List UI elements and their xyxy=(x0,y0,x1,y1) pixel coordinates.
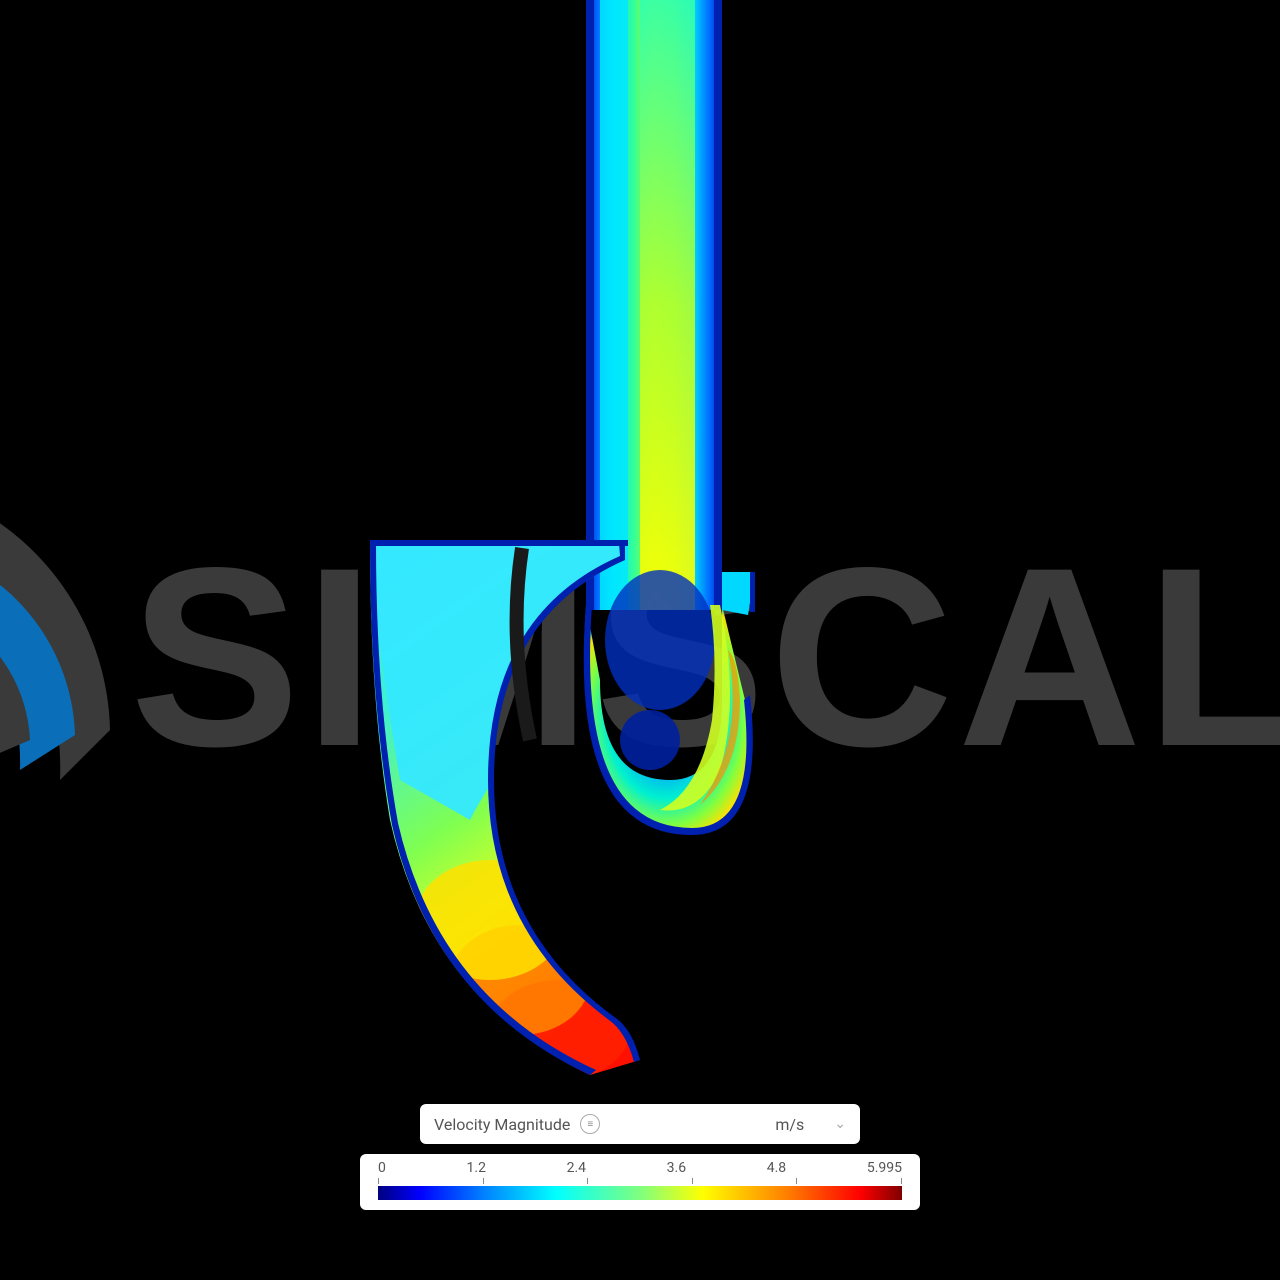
field-label[interactable]: Velocity Magnitude xyxy=(434,1115,570,1134)
legend-controls: Velocity Magnitude ≡ m/s ⌄ xyxy=(420,1104,860,1144)
diffuser-top-edge xyxy=(370,540,628,546)
viewport: SIMSCAL xyxy=(0,0,1280,1280)
chevron-down-icon[interactable]: ⌄ xyxy=(834,1116,846,1132)
outlet-lip-edge xyxy=(750,572,755,612)
inlet-pipe xyxy=(586,0,722,610)
tick-label: 0 xyxy=(378,1160,386,1176)
tick-label: 3.6 xyxy=(667,1160,686,1176)
legend-scale: 0 1.2 2.4 3.6 4.8 5.995 xyxy=(360,1154,920,1210)
tick-label: 1.2 xyxy=(467,1160,486,1176)
colorbar[interactable] xyxy=(378,1186,902,1200)
legend-panel: Velocity Magnitude ≡ m/s ⌄ 0 1.2 2.4 3.6… xyxy=(360,1104,920,1210)
cfd-contour-plot xyxy=(0,0,1280,1280)
menu-icon[interactable]: ≡ xyxy=(580,1114,600,1134)
tick-label: 2.4 xyxy=(567,1160,586,1176)
tick-label: 5.995 xyxy=(867,1160,902,1176)
unit-label[interactable]: m/s xyxy=(775,1115,804,1134)
tick-labels: 0 1.2 2.4 3.6 4.8 5.995 xyxy=(378,1160,902,1176)
tick-label: 4.8 xyxy=(767,1160,786,1176)
tick-marks xyxy=(378,1178,902,1184)
